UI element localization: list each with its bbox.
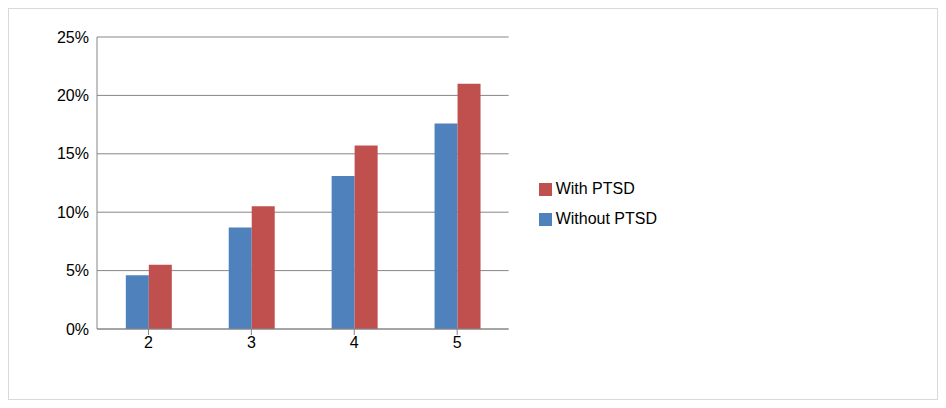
svg-text:20%: 20% — [57, 87, 89, 104]
svg-text:15%: 15% — [57, 145, 89, 162]
svg-text:0%: 0% — [66, 321, 89, 338]
html-text:With PTSD: With PTSD — [555, 180, 635, 197]
svg-text:5%: 5% — [66, 262, 89, 279]
svg-text:10%: 10% — [57, 204, 89, 221]
svg-text:3: 3 — [247, 334, 256, 351]
svg-text:4: 4 — [350, 334, 359, 351]
html-text:Without PTSD: Without PTSD — [555, 210, 657, 227]
svg-text:25%: 25% — [57, 29, 89, 46]
svg-text:2: 2 — [144, 334, 153, 351]
svg-text:5: 5 — [453, 334, 462, 351]
